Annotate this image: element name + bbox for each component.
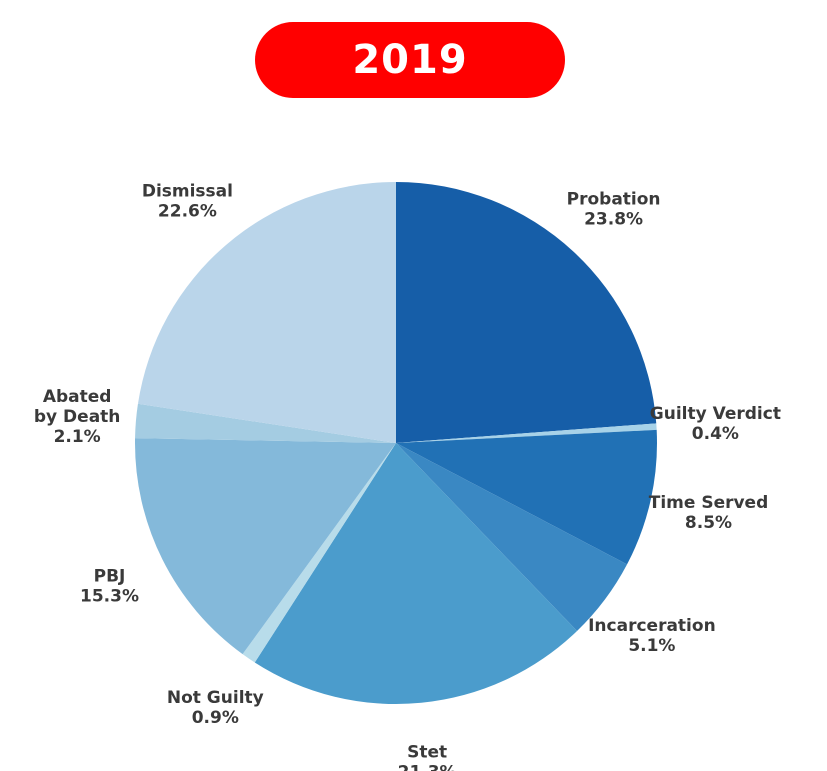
pie-label-stet: Stet21.3% — [398, 742, 457, 771]
pie-label-abated-by-death: Abated by Death 2.1% — [34, 387, 121, 447]
pie-label-guilty-verdict: Guilty Verdict 0.4% — [650, 404, 781, 444]
pie-label-time-served: Time Served 8.5% — [649, 493, 769, 533]
pie-label-incarceration: Incarceration 5.1% — [588, 616, 716, 656]
pie-label-dismissal: Dismissal 22.6% — [142, 181, 233, 221]
pie-slice-pbj — [135, 438, 396, 655]
pie-slice-probation — [396, 182, 657, 443]
pie-label-not-guilty: Not Guilty 0.9% — [167, 688, 264, 728]
pie-slice-guilty-verdict — [396, 423, 657, 443]
pie-slice-incarceration — [396, 443, 628, 632]
pie-slice-time-served — [396, 429, 657, 565]
pie-slice-abated-by-death — [135, 403, 396, 443]
pie-slice-not-guilty — [242, 443, 396, 663]
pie-slice-dismissal — [137, 182, 396, 443]
pie-slices — [135, 182, 657, 704]
pie-slice-stet — [254, 443, 578, 704]
pie-labels: Probation 23.8% Guilty Verdict 0.4% Time Ser… — [34, 181, 781, 771]
year-badge: 2019 — [255, 22, 565, 98]
pie-label-pbj: PBJ 15.3% — [80, 567, 139, 607]
pie-label-probation: Probation 23.8% — [567, 189, 661, 229]
